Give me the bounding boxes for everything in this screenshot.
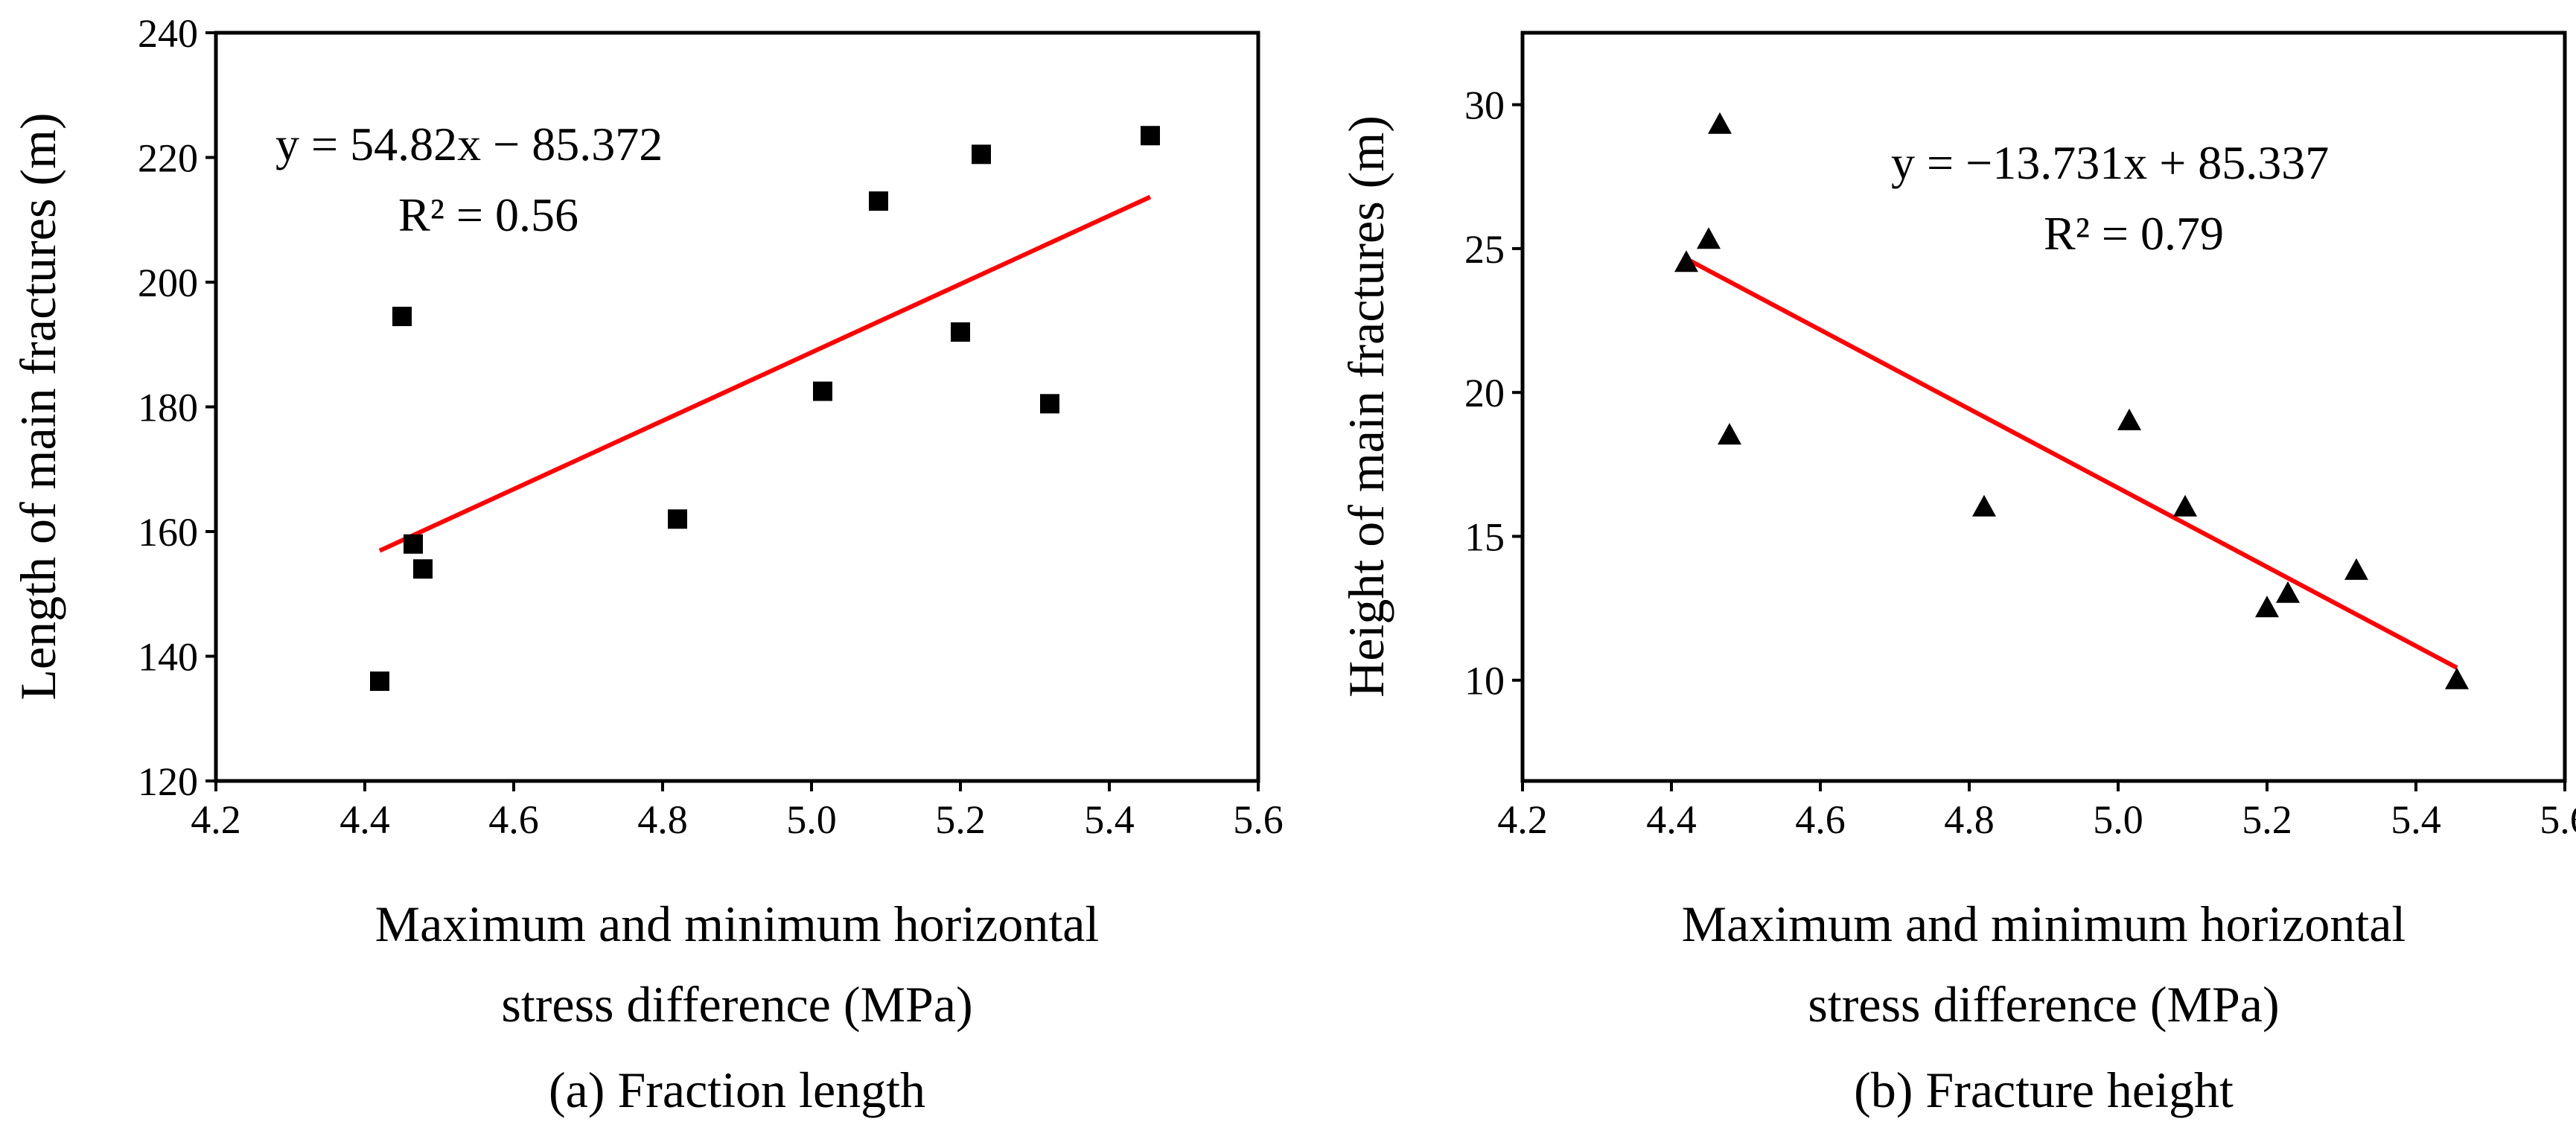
panel-b-y-tick-labels: 10 15 20 25 30 [1464,83,1505,704]
data-point-triangle [2173,494,2197,517]
x-tick-label: 5.0 [2093,797,2143,842]
x-tick-label: 4.8 [1944,797,1995,842]
x-tick-label: 4.8 [637,797,688,842]
x-tick-label: 5.4 [1084,797,1135,842]
panel-b-x-tick-labels: 4.2 4.4 4.6 4.8 5.0 5.2 5.4 5.6 [1497,797,2576,842]
data-point-square [813,381,832,401]
data-point-square [404,534,423,554]
panel-a-x-axis-title-line2: stress difference (MPa) [501,976,972,1033]
y-tick-label: 220 [138,136,198,181]
data-point-square [951,322,970,342]
panel-b-points-layer [1674,112,2469,689]
data-point-square [668,509,687,529]
panel-a-y-tick-labels: 120 140 160 180 200 220 240 [138,11,198,804]
panel-b-y-axis-title: Height of main fractures (m) [1338,115,1394,698]
panel-a-fit-layer [378,194,1152,553]
x-tick-label: 5.6 [2540,797,2576,842]
panel-a-frame [214,31,1260,783]
data-point-square [869,191,888,211]
panel-a-points-layer [370,126,1160,691]
x-tick-label: 5.2 [935,797,986,842]
data-point-square [1141,126,1160,146]
data-point-triangle [1674,250,1698,272]
data-point-triangle [2276,581,2300,603]
y-tick-label: 25 [1464,227,1505,272]
panel-b-r-squared: R² = 0.79 [2044,207,2224,260]
x-tick-label: 4.2 [191,797,241,842]
x-tick-label: 4.6 [488,797,539,842]
panel-b-x-axis-title-line2: stress difference (MPa) [1808,976,2279,1033]
panel-b-fit-equation: y = −13.731x + 85.337 [1891,136,2329,189]
panel-b-x-axis-title-line1: Maximum and minimum horizontal [1682,896,2406,952]
x-tick-label: 5.2 [2242,797,2292,842]
panel-a: 4.2 4.4 4.6 4.8 5.0 5.2 5.4 5.6 120 140 160 180 200… [10,11,1284,1118]
panel-a-x-axis-title-line1: Maximum and minimum horizontal [375,896,1100,952]
y-tick-label: 160 [138,510,198,555]
data-point-triangle [2117,408,2141,430]
y-tick-label: 15 [1464,514,1505,559]
data-point-triangle [1697,227,1721,249]
y-tick-label: 140 [138,635,198,680]
data-point-triangle [2255,596,2279,618]
x-tick-label: 4.6 [1795,797,1846,842]
y-tick-label: 240 [138,11,198,56]
data-point-triangle [1972,494,1996,517]
data-point-triangle [1708,112,1732,134]
panel-b-caption: (b) Fracture height [1854,1062,2234,1118]
y-tick-label: 20 [1464,371,1505,415]
data-point-square [370,672,389,691]
y-tick-label: 30 [1464,83,1505,128]
panel-a-fit-equation: y = 54.82x − 85.372 [275,118,663,170]
data-point-square [413,559,433,579]
fit-line [1685,256,2458,670]
y-tick-label: 10 [1464,659,1505,704]
panel-b-fit-layer [1685,256,2458,670]
panel-a-y-axis-title: Length of main fractures (m) [10,112,66,700]
data-point-square [1040,394,1059,414]
data-point-square [392,307,412,327]
panel-b-frame [1520,31,2567,783]
fit-line [378,194,1152,553]
y-tick-label: 200 [138,261,198,305]
data-point-square [972,144,991,165]
y-tick-label: 180 [138,386,198,430]
data-point-triangle [2344,558,2368,580]
x-tick-label: 5.4 [2391,797,2441,842]
panel-a-caption: (a) Fraction length [549,1062,925,1118]
data-point-triangle [2445,667,2469,689]
x-tick-label: 4.4 [339,797,390,842]
x-tick-label: 4.2 [1497,797,1548,842]
x-tick-label: 4.4 [1646,797,1697,842]
y-tick-label: 120 [138,759,198,804]
x-tick-label: 5.0 [786,797,837,842]
data-point-triangle [1718,423,1741,445]
x-tick-label: 5.6 [1233,797,1284,842]
panel-b: 4.2 4.4 4.6 4.8 5.0 5.2 5.4 5.6 10 15 20 25 30 y = … [1338,31,2576,1118]
panel-a-x-tick-labels: 4.2 4.4 4.6 4.8 5.0 5.2 5.4 5.6 [191,797,1284,842]
panel-a-r-squared: R² = 0.56 [398,188,578,241]
